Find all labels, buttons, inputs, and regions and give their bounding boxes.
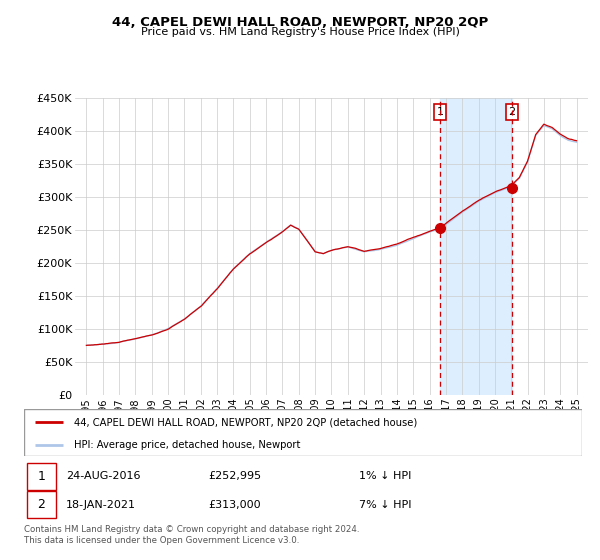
Text: Price paid vs. HM Land Registry's House Price Index (HPI): Price paid vs. HM Land Registry's House … [140, 27, 460, 37]
Text: 1: 1 [437, 107, 443, 117]
Text: 1% ↓ HPI: 1% ↓ HPI [359, 471, 411, 481]
Text: 24-AUG-2016: 24-AUG-2016 [66, 471, 140, 481]
Bar [27, 491, 56, 518]
Bar [440, 98, 512, 395]
Text: 1: 1 [37, 470, 45, 483]
Text: HPI: Average price, detached house, Newport: HPI: Average price, detached house, Newp… [74, 440, 301, 450]
Text: 44, CAPEL DEWI HALL ROAD, NEWPORT, NP20 2QP: 44, CAPEL DEWI HALL ROAD, NEWPORT, NP20 … [112, 16, 488, 29]
Bar [27, 463, 56, 489]
Text: 2: 2 [37, 498, 45, 511]
Text: Contains HM Land Registry data © Crown copyright and database right 2024.
This d: Contains HM Land Registry data © Crown c… [24, 525, 359, 545]
Text: 18-JAN-2021: 18-JAN-2021 [66, 500, 136, 510]
Text: £313,000: £313,000 [208, 500, 261, 510]
Text: £252,995: £252,995 [208, 471, 261, 481]
Text: 2: 2 [508, 107, 515, 117]
Text: 44, CAPEL DEWI HALL ROAD, NEWPORT, NP20 2QP (detached house): 44, CAPEL DEWI HALL ROAD, NEWPORT, NP20 … [74, 417, 418, 427]
Text: 7% ↓ HPI: 7% ↓ HPI [359, 500, 412, 510]
